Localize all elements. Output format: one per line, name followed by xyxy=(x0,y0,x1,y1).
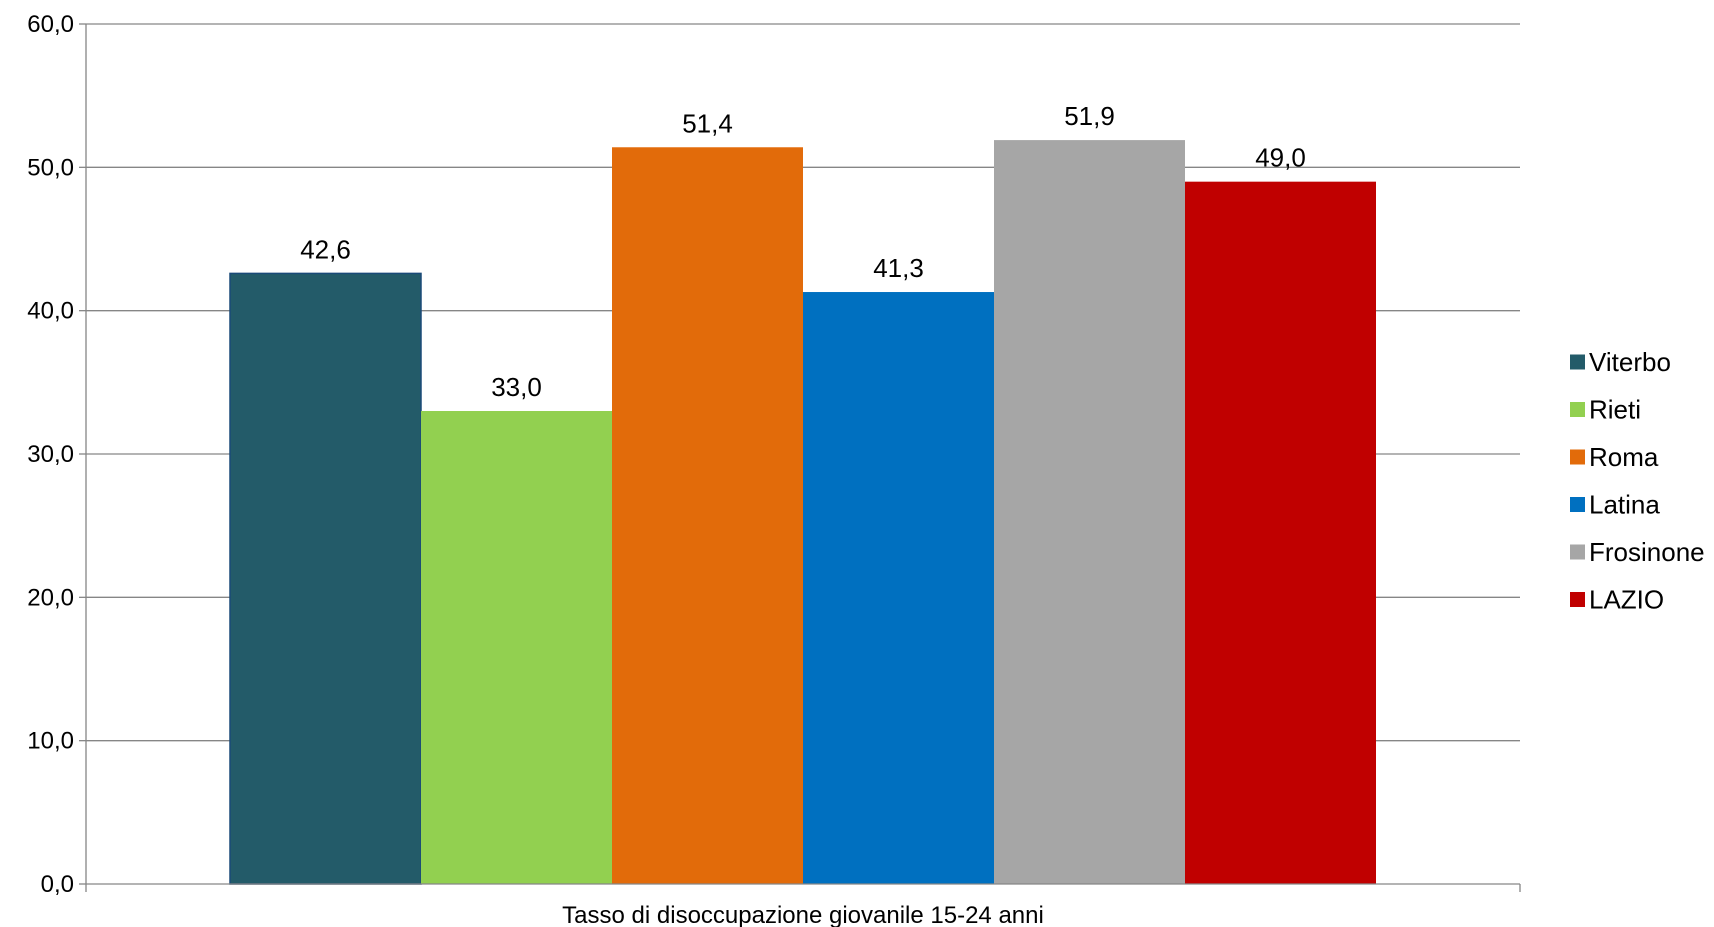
bar-frosinone xyxy=(994,140,1185,885)
legend: Viterbo Rieti Roma Latina Frosinone LAZIO xyxy=(1570,347,1705,615)
legend-label-rieti: Rieti xyxy=(1589,395,1641,425)
data-label-frosinone: 51,9 xyxy=(1064,101,1115,131)
legend-swatch-roma xyxy=(1570,449,1585,465)
legend-swatch-viterbo xyxy=(1570,354,1585,370)
y-tick-label: 40,0 xyxy=(27,298,74,325)
legend-label-frosinone: Frosinone xyxy=(1589,537,1705,567)
bar-rieti xyxy=(421,411,612,884)
y-tick-label: 0,0 xyxy=(41,871,74,898)
data-label-roma: 51,4 xyxy=(682,108,733,138)
x-axis: Tasso di disoccupazione giovanile 15-24 … xyxy=(85,883,1521,927)
bar-roma xyxy=(612,147,803,884)
bar-viterbo xyxy=(229,272,422,885)
y-tick-label: 20,0 xyxy=(27,584,74,611)
legend-swatch-rieti xyxy=(1570,402,1585,417)
data-labels: 42,6 33,0 51,4 41,3 51,9 49,0 xyxy=(300,101,1306,402)
legend-swatch-frosinone xyxy=(1570,544,1585,560)
data-label-viterbo: 42,6 xyxy=(300,234,351,264)
legend-label-viterbo: Viterbo xyxy=(1589,347,1671,377)
legend-swatch-lazio xyxy=(1570,592,1585,607)
bar-lazio xyxy=(1185,181,1376,884)
y-tick-label: 10,0 xyxy=(27,728,74,755)
data-label-lazio: 49,0 xyxy=(1255,143,1306,173)
data-label-latina: 41,3 xyxy=(873,253,924,283)
y-tick-label: 30,0 xyxy=(27,441,74,468)
y-axis: 0,0 10,0 20,0 30,0 40,0 50,0 60,0 xyxy=(27,11,87,898)
legend-label-roma: Roma xyxy=(1589,442,1659,472)
y-tick-label: 60,0 xyxy=(27,11,74,38)
legend-label-lazio: LAZIO xyxy=(1589,585,1664,615)
x-category-label: Tasso di disoccupazione giovanile 15-24 … xyxy=(562,902,1044,927)
bars xyxy=(229,140,1376,885)
data-label-rieti: 33,0 xyxy=(491,372,542,402)
legend-swatch-latina xyxy=(1570,497,1585,512)
legend-label-latina: Latina xyxy=(1589,490,1660,520)
y-tick-label: 50,0 xyxy=(27,154,74,181)
bar-latina xyxy=(803,292,994,884)
